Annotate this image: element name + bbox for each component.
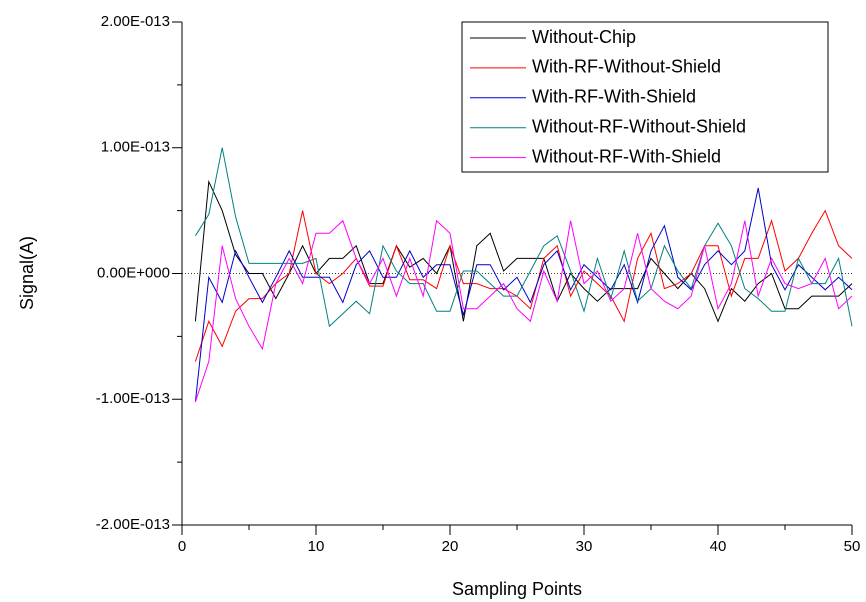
- x-tick-label: 50: [844, 538, 861, 555]
- series-line: [194, 179, 853, 323]
- legend-label: Without-RF-Without-Shield: [532, 116, 746, 136]
- legend-box: [461, 21, 829, 173]
- series-line: [194, 219, 853, 402]
- y-tick-label: 0.00E+000: [97, 264, 170, 281]
- x-tick-label: 10: [308, 538, 325, 555]
- x-tick-label: 30: [576, 538, 593, 555]
- legend-label: With-RF-Without-Shield: [532, 57, 721, 77]
- x-tick-label: 40: [710, 538, 727, 555]
- series-line: [194, 147, 853, 328]
- y-tick-label: 1.00E-013: [101, 139, 170, 156]
- x-axis-label: Sampling Points: [452, 579, 582, 599]
- y-tick-label: 2.00E-013: [101, 13, 170, 30]
- x-tick-label: 0: [178, 538, 186, 555]
- legend-label: With-RF-With-Shield: [532, 87, 696, 107]
- series-line: [194, 209, 853, 362]
- y-axis-label: Signal(A): [17, 236, 37, 310]
- legend-label: Without-RF-With-Shield: [532, 146, 721, 166]
- x-tick-label: 20: [442, 538, 459, 555]
- y-tick-label: -2.00E-013: [96, 516, 170, 533]
- legend-label: Without-Chip: [532, 27, 636, 47]
- series-line: [194, 187, 853, 402]
- y-tick-label: -1.00E-013: [96, 390, 170, 407]
